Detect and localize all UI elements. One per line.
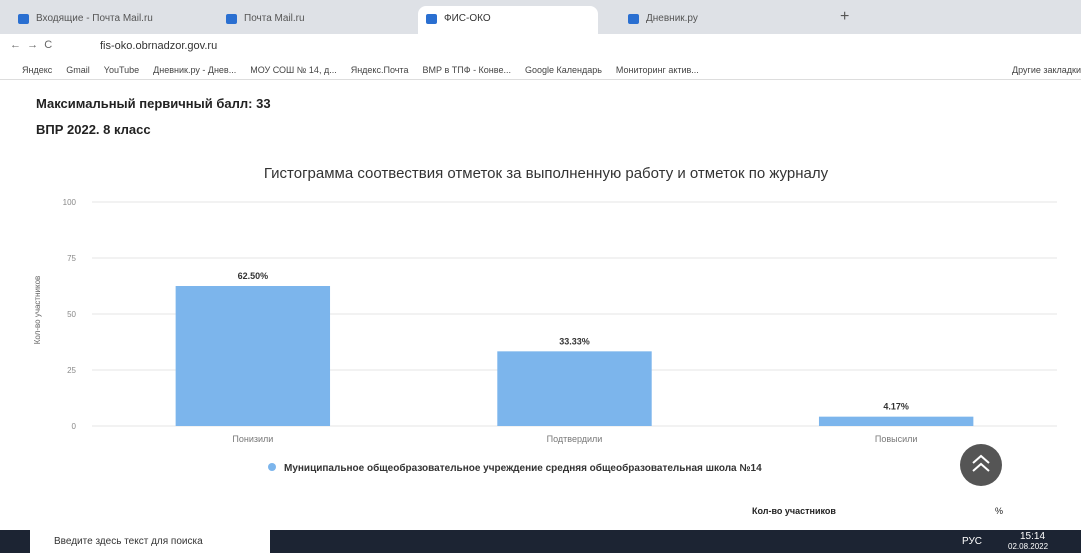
y-tick-label: 25 (67, 366, 76, 375)
tab[interactable]: Дневник.ру (620, 6, 800, 34)
y-tick-label: 50 (67, 310, 76, 319)
max-score: Максимальный первичный балл: 33 (36, 96, 271, 111)
bar (497, 351, 652, 426)
y-axis-label: Кол-во участников (33, 276, 42, 345)
legend-label: Муниципальное общеобразовательное учрежд… (284, 462, 762, 474)
data-label: 62.50% (238, 271, 269, 281)
bookmark[interactable]: Яндекс (22, 64, 53, 75)
nav-buttons[interactable]: ← → C (10, 39, 53, 51)
bookmark[interactable]: Google Календарь (524, 64, 602, 75)
taskbar: Введите здесь текст для поиска РУС 15:14… (0, 530, 1081, 553)
legend-marker (268, 463, 276, 471)
data-label: 4.17% (883, 402, 909, 412)
bookmarks-bar: Яндекс Gmail YouTube Дневник.ру - Днев... МО… (0, 60, 1081, 80)
x-tick-label: Повысили (875, 434, 918, 444)
x-tick-label: Подтвердили (547, 434, 603, 444)
tab-bar: Входящие - Почта Mail.ru Почта Mail.ru Ф… (0, 0, 1081, 34)
bookmark[interactable]: Яндекс.Почта (350, 64, 409, 75)
search-box[interactable]: Введите здесь текст для поиска (30, 530, 270, 553)
y-tick-label: 75 (67, 254, 76, 263)
table-header: % (995, 506, 1004, 516)
bookmark[interactable]: ВМР в ТПФ - Конве... (422, 64, 511, 75)
bookmark[interactable]: Мониторинг актив... (615, 64, 699, 75)
bookmark[interactable]: Gmail (66, 64, 90, 75)
language[interactable]: РУС (962, 536, 983, 547)
clock-time: 15:14 (1020, 531, 1046, 542)
bookmark[interactable]: YouTube (103, 64, 140, 75)
clock-date: 02.08.2022 (1008, 542, 1049, 551)
url[interactable]: fis-oko.obrnadzor.gov.ru (100, 40, 218, 52)
new-tab[interactable]: + (840, 8, 850, 25)
y-tick-label: 100 (63, 198, 77, 207)
table-header: Кол-во участников (752, 506, 836, 516)
tab[interactable]: Почта Mail.ru (218, 6, 398, 34)
y-tick-label: 0 (72, 422, 77, 431)
page-title: ВПР 2022. 8 класс (36, 122, 151, 137)
tab[interactable]: Входящие - Почта Mail.ru (10, 6, 190, 34)
bar (175, 286, 331, 426)
bar (818, 416, 974, 426)
bookmark[interactable]: МОУ СОШ № 14, д... (250, 64, 337, 75)
address-bar: ← → C fis-oko.obrnadzor.gov.ru (0, 34, 1081, 60)
scroll-top-icon (972, 454, 990, 472)
bookmark[interactable]: Дневник.ру - Днев... (153, 64, 237, 75)
tab[interactable]: ФИС-ОКО (418, 6, 598, 34)
bookmark[interactable]: Другие закладки (1012, 64, 1081, 75)
chart: Гистограмма соотвествия отметок за выпол… (33, 165, 1057, 486)
x-tick-label: Понизили (232, 434, 273, 444)
data-label: 33.33% (559, 336, 590, 346)
chart-title: Гистограмма соотвествия отметок за выпол… (264, 165, 829, 182)
